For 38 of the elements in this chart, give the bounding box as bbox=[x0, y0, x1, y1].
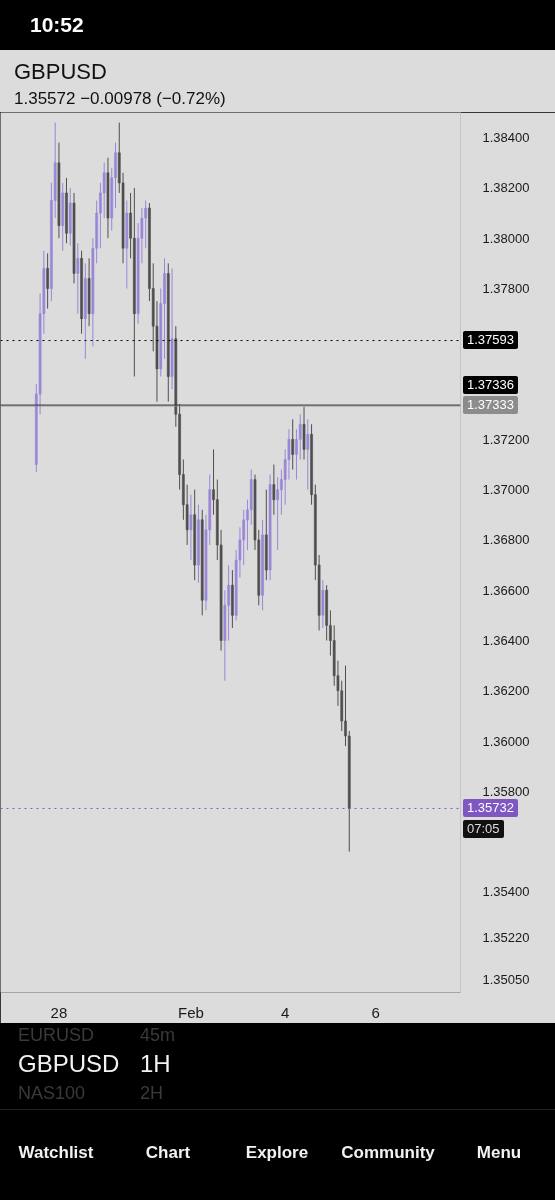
text: EURUSD bbox=[18, 1024, 95, 1047]
chart-title: GBPUSD bbox=[14, 58, 107, 86]
text: 10:52 bbox=[0, 0, 555, 50]
chart-subtitle: 1.35572 −0.00978 (−0.72%) bbox=[14, 88, 226, 110]
y-tick-label: 1.36400 bbox=[482, 633, 530, 648]
y-tick-label: 1.35800 bbox=[482, 783, 530, 799]
text: Explore bbox=[244, 1142, 310, 1164]
y-tick-label: 1.35400 bbox=[482, 884, 530, 900]
y-tick-label: 1.37000 bbox=[482, 482, 530, 498]
y-tick-label: 1.35050 bbox=[482, 972, 530, 988]
y-tick-label: 1.36200 bbox=[482, 683, 530, 699]
y-tick-label: 1.38000 bbox=[482, 230, 530, 246]
text: Watchlist bbox=[17, 1142, 95, 1164]
y-tick-label: 1.36600 bbox=[482, 582, 530, 598]
y-tick-label: 1.35220 bbox=[482, 929, 530, 945]
ref-line-label: 1.37336 bbox=[463, 376, 518, 395]
text: 1H bbox=[140, 1049, 171, 1079]
text: 07:05 bbox=[463, 820, 504, 838]
text: Menu bbox=[475, 1142, 523, 1164]
y-tick-label: 1.36000 bbox=[482, 733, 530, 749]
y-tick-label: 1.36800 bbox=[482, 532, 530, 548]
y-tick-label: 1.37200 bbox=[482, 431, 530, 447]
text: 2H bbox=[140, 1082, 164, 1105]
x-tick-label: 28 bbox=[50, 1003, 68, 1021]
text: NAS100 bbox=[18, 1082, 86, 1105]
y-tick-label: 1.38400 bbox=[482, 130, 530, 146]
ref-line-label: 1.37593 bbox=[463, 331, 518, 349]
y-tick-label: 1.38200 bbox=[482, 180, 530, 196]
text: Chart bbox=[144, 1142, 192, 1164]
y-tick-label: 1.37800 bbox=[482, 281, 530, 296]
text: GBPUSD bbox=[18, 1049, 120, 1079]
x-tick-label: Feb bbox=[177, 1003, 204, 1021]
text: 45m bbox=[140, 1024, 176, 1047]
text: Community bbox=[340, 1142, 436, 1164]
ref-line-label: 1.37333 bbox=[463, 396, 518, 415]
ref-line-label: 1.35732 bbox=[463, 799, 518, 817]
x-tick-label: 4 bbox=[281, 1003, 290, 1021]
x-tick-label: 6 bbox=[371, 1003, 380, 1021]
